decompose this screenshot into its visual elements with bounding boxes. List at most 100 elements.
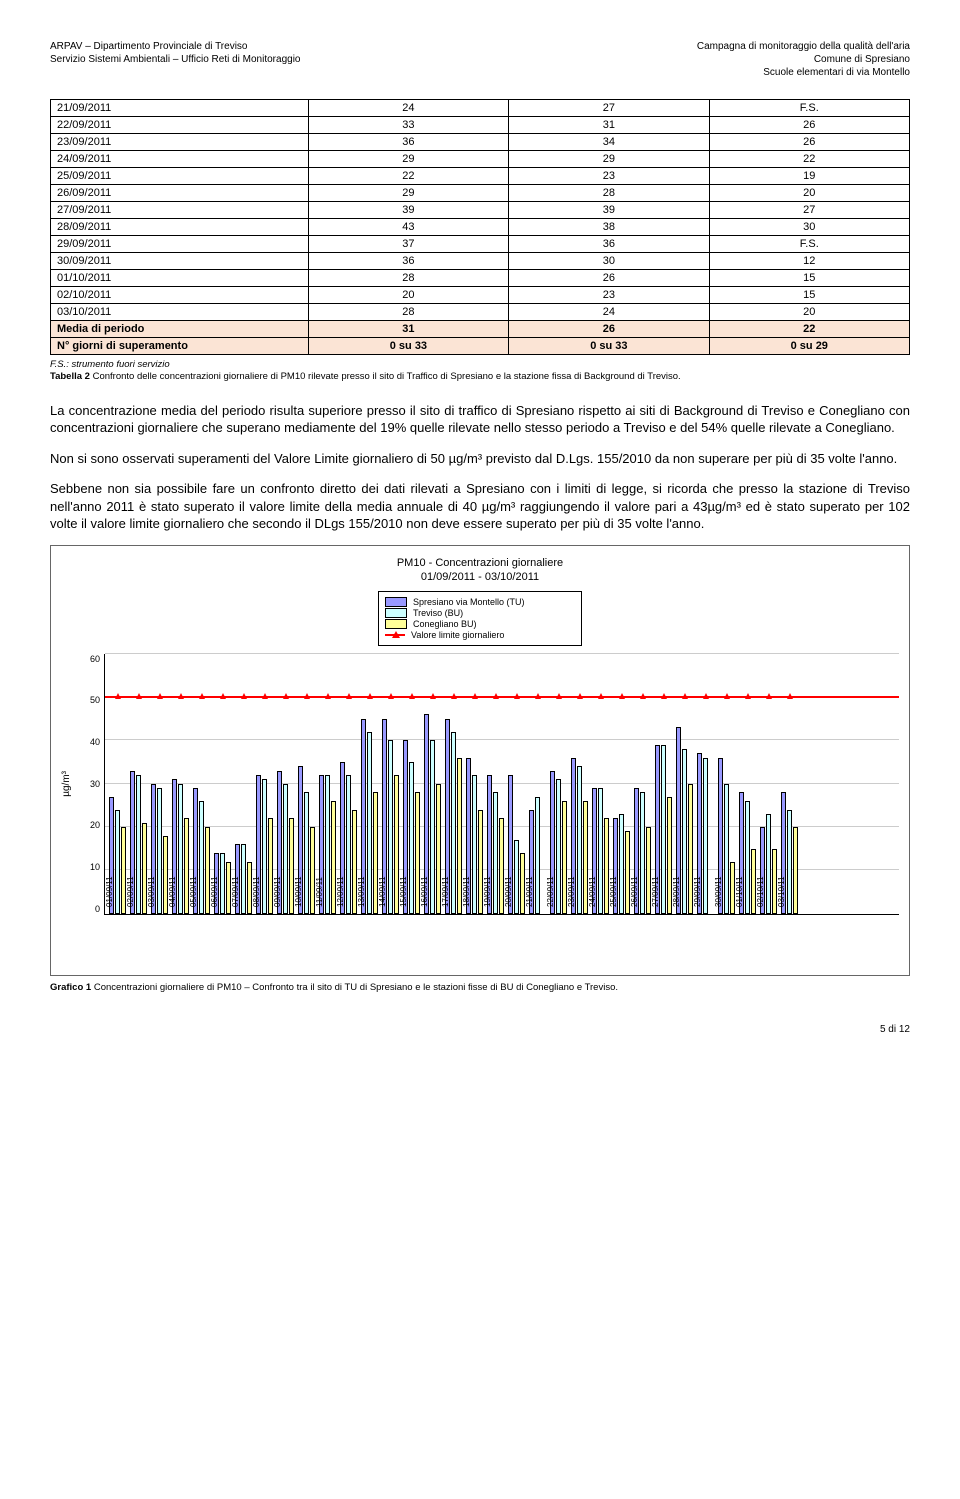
x-tick-label: 04/09/11 [168,876,177,907]
bar [598,788,603,914]
y-tick-label: 40 [74,737,100,747]
x-tick-label: 26/09/11 [630,876,639,907]
bar [157,788,162,914]
table-row: 03/10/2011282420 [51,304,910,321]
table-cell: 39 [308,202,508,219]
bar [367,732,372,914]
table-cell: 27 [709,202,909,219]
x-tick-label: 12/09/11 [336,876,345,907]
y-tick-label: 10 [74,862,100,872]
x-tick-label: 02/10/11 [756,876,765,907]
table-cell: 37 [308,236,508,253]
table-cell: 26 [709,117,909,134]
table-cell: 36 [308,253,508,270]
limit-marker [472,693,478,699]
chart-title-line2: 01/09/2011 - 03/10/2011 [421,571,539,583]
legend-label-treviso: Treviso (BU) [413,608,463,618]
chart-container: PM10 - Concentrazioni giornaliere 01/09/… [50,545,910,976]
bar [178,784,183,914]
x-tick-label: 02/09/11 [126,876,135,907]
table-cell: 24 [509,304,709,321]
table-cell: 29 [308,151,508,168]
x-tick-label: 09/09/11 [273,876,282,907]
table-cell: 25/09/2011 [51,168,309,185]
limit-marker [703,693,709,699]
limit-marker [577,693,583,699]
limit-marker [451,693,457,699]
legend-swatch-conegliano [385,619,407,629]
table-cell: 27/09/2011 [51,202,309,219]
table-cell: 0 su 33 [308,338,508,355]
x-tick-label: 20/09/11 [504,876,513,907]
legend-item-limit: Valore limite giornaliero [385,630,575,640]
table-cell: 02/10/2011 [51,287,309,304]
x-tick-label: 10/09/11 [294,876,303,907]
x-tick-label: 01/10/11 [735,876,744,907]
y-tick-label: 60 [74,654,100,664]
bar [493,792,498,913]
paragraph-3: Sebbene non sia possibile fare un confro… [50,480,910,533]
bar [661,745,666,914]
x-tick-label: 29/09/11 [693,876,702,907]
legend-label-limit: Valore limite giornaliero [411,630,504,640]
x-tick-label: 08/09/11 [252,876,261,907]
bar [262,779,267,913]
x-tick-label: 21/09/11 [525,876,534,907]
table-cell: N° giorni di superamento [51,338,309,355]
x-tick-label: 30/09/11 [714,876,723,907]
x-tick-label: 19/09/11 [483,876,492,907]
table-caption-text: Confronto delle concentrazioni giornalie… [90,371,681,382]
limit-marker [199,693,205,699]
table-cell: 24/09/2011 [51,151,309,168]
bar [199,801,204,914]
limit-marker [724,693,730,699]
bar [640,792,645,913]
limit-marker [514,693,520,699]
bar [745,801,750,914]
limit-marker [619,693,625,699]
limit-marker [178,693,184,699]
x-tick-label: 23/09/11 [567,876,576,907]
x-tick-label: 03/09/11 [147,876,156,907]
table-cell: 34 [509,134,709,151]
table-cell: 15 [709,287,909,304]
chart-title: PM10 - Concentrazioni giornaliere 01/09/… [61,556,899,585]
table-cell: 43 [308,219,508,236]
limit-marker [388,693,394,699]
y-tick-label: 0 [74,904,100,914]
table-cell: Media di periodo [51,321,309,338]
legend-swatch-treviso [385,608,407,618]
table-cell: 26 [709,134,909,151]
limit-marker [136,693,142,699]
table-cell: 26 [509,321,709,338]
table-cell: 23/09/2011 [51,134,309,151]
limit-marker [157,693,163,699]
table-cell: 39 [509,202,709,219]
x-tick-label: 22/09/11 [546,876,555,907]
limit-marker [745,693,751,699]
table-cell: 28/09/2011 [51,219,309,236]
table-row: 22/09/2011333126 [51,117,910,134]
bar [409,762,414,914]
bar [220,853,225,914]
table-cell: 29/09/2011 [51,236,309,253]
table-row: 29/09/20113736F.S. [51,236,910,253]
table-cell: 12 [709,253,909,270]
table-cell: 26 [509,270,709,287]
limit-marker [346,693,352,699]
limit-marker [283,693,289,699]
legend-swatch-spresiano [385,597,407,607]
limit-marker [661,693,667,699]
limit-marker [241,693,247,699]
bar [115,810,120,914]
table-row: 28/09/2011433830 [51,219,910,236]
table-cell: F.S. [709,100,909,117]
bar [346,775,351,914]
header-right: Campagna di monitoraggio della qualità d… [697,40,910,79]
header-right-line1: Campagna di monitoraggio della qualità d… [697,40,910,53]
y-tick-label: 30 [74,779,100,789]
x-tick-label: 25/09/11 [609,876,618,907]
table-cell: 33 [308,117,508,134]
chart-caption: Grafico 1 Concentrazioni giornaliere di … [50,982,910,994]
header-left-line1: ARPAV – Dipartimento Provinciale di Trev… [50,40,300,53]
